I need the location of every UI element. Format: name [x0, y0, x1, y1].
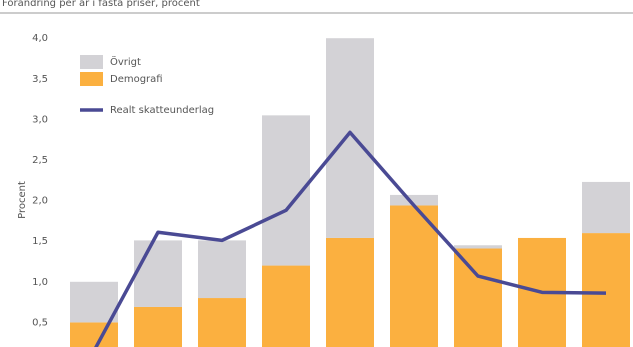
bar: [70, 322, 118, 347]
y-tick-label: 2,0: [32, 196, 48, 207]
y-tick-label: 4,0: [32, 33, 48, 44]
y-tick-label: 0,5: [32, 317, 48, 328]
line-series: [94, 130, 607, 347]
y-tick-label: 1,0: [32, 277, 48, 288]
bar: [134, 306, 182, 347]
bar: [390, 194, 438, 206]
bar: [454, 248, 502, 347]
bar: [70, 281, 118, 323]
bar: [582, 233, 630, 347]
y-tick-label: 3,0: [32, 114, 48, 125]
bar: [198, 298, 246, 347]
y-tick-label: 1,5: [32, 236, 48, 247]
legend-label: Demografi: [110, 74, 163, 85]
legend-label: Realt skatteunderlag: [110, 105, 214, 116]
legend-swatch: [80, 72, 103, 86]
bar: [326, 38, 374, 238]
bar: [454, 245, 502, 249]
y-tick-label: 2,5: [32, 155, 48, 166]
y-tick-label: 3,5: [32, 74, 48, 85]
bar: [262, 265, 310, 347]
bar: [582, 181, 630, 234]
bar: [198, 240, 246, 299]
bar: [390, 205, 438, 347]
bar: [134, 240, 182, 307]
legend-label: Övrigt: [110, 55, 141, 68]
legend-swatch: [80, 55, 103, 69]
chart-subtitle: Förändring per år i fasta priser, procen…: [2, 0, 200, 9]
y-axis-label: Procent: [17, 181, 28, 219]
bar: [326, 237, 374, 347]
